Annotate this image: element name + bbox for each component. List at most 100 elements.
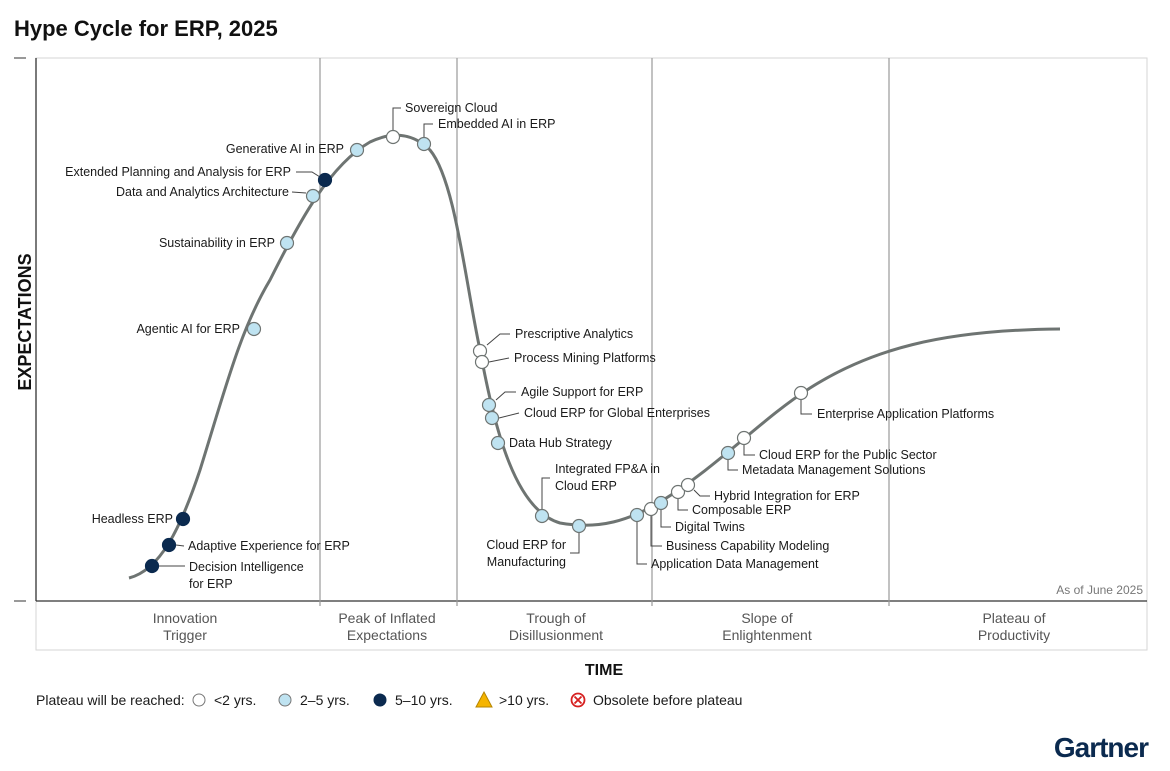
technology-item: Agile Support for ERP [481,385,643,413]
technology-marker[interactable] [161,537,177,553]
technology-marker[interactable] [490,435,506,451]
legend-obsolete-x-icon [570,692,586,708]
phase-label-line2: Disillusionment [509,627,603,643]
technology-marker[interactable] [246,321,262,337]
technology-label: Metadata Management Solutions [742,463,925,477]
technology-marker[interactable] [474,354,490,370]
technology-label: Enterprise Application Platforms [817,407,994,421]
technology-item: Sustainability in ERP [159,235,295,251]
technology-label: Data and Analytics Architecture [116,185,289,199]
phase-label-line1: Plateau of [982,610,1045,626]
technology-marker[interactable] [571,518,587,534]
phase-label-line2: Productivity [978,627,1050,643]
label-line: for ERP [189,577,233,591]
leader-line [636,522,647,565]
technology-label: Extended Planning and Analysis for ERP [65,165,291,179]
technology-label: Process Mining Platforms [514,351,656,365]
technology-marker[interactable] [653,495,669,511]
technology-marker[interactable] [349,142,365,158]
y-axis-label: EXPECTATIONS [15,253,35,390]
leader-line [296,171,321,178]
phase-label-line1: Innovation [153,610,218,626]
legend: Plateau will be reached: <2 yrs. 2–5 yrs… [36,690,742,708]
technology-label: Cloud ERP for Manufacturing [486,538,566,569]
hype-curve [128,133,1061,580]
phase-label-line2: Expectations [347,627,427,643]
as-of-date: As of June 2025 [1056,583,1143,597]
technology-marker[interactable] [317,172,333,188]
technology-item: Sovereign Cloud [385,101,497,145]
technology-marker[interactable] [481,397,497,413]
leader-line [727,460,738,471]
technology-label: Agile Support for ERP [521,385,643,399]
technology-label: Data Hub Strategy [509,436,613,450]
technology-item: Cloud ERP for Manufacturing [486,518,587,569]
technology-item: Decision Intelligence for ERP [144,558,304,591]
leader-line [570,533,580,554]
technology-item: Business Capability Modeling [643,501,829,553]
legend-5to10: 5–10 yrs. [395,692,453,708]
technology-marker[interactable] [629,507,645,523]
technology-marker[interactable] [144,558,160,574]
technology-label: Decision Intelligence for ERP [189,560,304,591]
technology-label: Adaptive Experience for ERP [188,539,350,553]
label-line: Decision Intelligence [189,560,304,574]
leader-line [175,544,185,547]
technology-marker[interactable] [670,484,686,500]
technology-marker[interactable] [279,235,295,251]
leader-line [486,333,510,346]
technology-item: Extended Planning and Analysis for ERP [65,165,333,188]
phase-label-line1: Trough of [526,610,586,626]
technology-marker[interactable] [534,508,550,524]
technology-items: Decision Intelligence for ERP Adaptive Exp… [65,101,994,591]
leader-line [693,489,710,497]
legend-obsolete: Obsolete before plateau [593,692,742,708]
leader-line [743,445,755,456]
technology-marker[interactable] [385,129,401,145]
technology-label: Hybrid Integration for ERP [714,489,860,503]
technology-marker[interactable] [175,511,191,527]
technology-item: Application Data Management [629,507,819,571]
technology-marker[interactable] [305,188,321,204]
technology-marker[interactable] [793,385,809,401]
chart-title: Hype Cycle for ERP, 2025 [14,16,278,41]
label-line: Integrated FP&A in [555,462,660,476]
technology-item: Data Hub Strategy [490,435,613,451]
technology-item: Data and Analytics Architecture [116,185,321,204]
technology-marker[interactable] [680,477,696,493]
technology-label: Composable ERP [692,503,791,517]
technology-label: Digital Twins [675,520,745,534]
leader-line [488,357,510,363]
technology-item: Metadata Management Solutions [720,445,925,477]
legend-2to5: 2–5 yrs. [300,692,350,708]
technology-item: Embedded AI in ERP [416,117,555,152]
legend-marker-gt10-triangle-icon [475,690,493,708]
technology-item: Digital Twins [653,495,745,534]
technology-label: Cloud ERP for the Public Sector [759,448,937,462]
label-line: Cloud ERP [555,479,617,493]
technology-label: Sustainability in ERP [159,236,275,250]
label-line: Cloud ERP for [486,538,566,552]
technology-label: Generative AI in ERP [226,142,344,156]
leader-line [650,516,662,547]
technology-marker[interactable] [484,410,500,426]
leader-line [495,391,516,401]
technology-marker[interactable] [416,136,432,152]
technology-label: Business Capability Modeling [666,539,829,553]
phase-label-line1: Peak of Inflated [338,610,435,626]
technology-marker[interactable] [720,445,736,461]
phase-dividers [319,58,890,606]
technology-item: Process Mining Platforms [474,351,656,370]
leader-line [498,412,520,419]
phase-label-line2: Enlightenment [722,627,812,643]
leader-line [677,499,688,511]
legend-marker-2to5-icon [278,693,292,707]
leader-line [541,477,550,509]
technology-marker[interactable] [736,430,752,446]
x-axis-label: TIME [585,662,624,679]
technology-item: Adaptive Experience for ERP [161,537,350,553]
leader-line [423,123,433,137]
technology-item: Generative AI in ERP [226,142,365,158]
gartner-logo: Gartner [1054,732,1149,763]
